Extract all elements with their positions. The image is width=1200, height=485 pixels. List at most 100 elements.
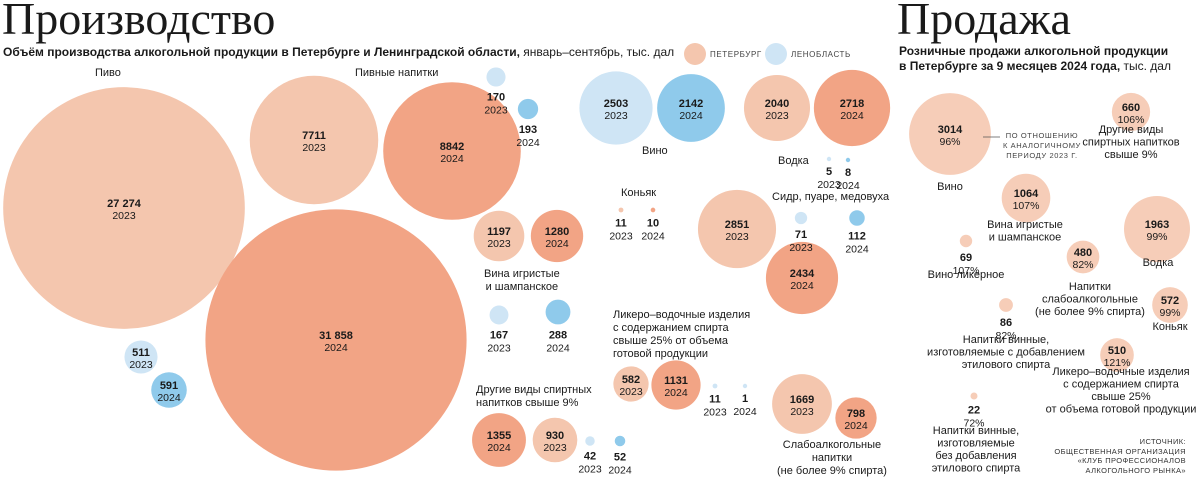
bubble-value-prod-12-2023: 582 xyxy=(622,374,640,386)
bubble-value-prod-0-2024: 31 858 xyxy=(319,330,353,342)
sales-label-5-0: Напитки xyxy=(1069,281,1111,293)
bubble-value-prod-16-2024: 798 xyxy=(847,408,865,420)
bubble-value-prod-15-2023: 42 xyxy=(584,451,596,463)
sales-label-2-1: и шампанское xyxy=(989,232,1062,244)
bubble-year-prod-9-2023: 2023 xyxy=(789,242,813,254)
bubble-value-prod-13-2024: 1 xyxy=(742,393,748,405)
bubble-year-prod-15-2024: 2024 xyxy=(608,464,632,476)
bubble-sales-7 xyxy=(999,298,1013,312)
sales-label-4-0: Вино ликерное xyxy=(928,269,1005,281)
sales-label-1-1: спиртных напитков xyxy=(1082,137,1179,149)
bubble-value-sales-1: 660 xyxy=(1122,102,1140,114)
bubble-year-prod-2-2024: 2024 xyxy=(440,153,464,165)
bubble-prod-6-2023 xyxy=(826,156,832,162)
bubble-pct-sales-9: 72% xyxy=(963,418,984,430)
bubble-prod-12-2023 xyxy=(613,366,649,402)
bubble-year-prod-12-2023: 2023 xyxy=(619,386,643,398)
sales-label-9-3: этилового спирта xyxy=(932,463,1021,475)
label-low-alc: Слабоалкогольные напитки (не более 9% сп… xyxy=(777,439,887,477)
bubble-sales-9 xyxy=(970,392,978,400)
sales-label-1-0: Другие виды xyxy=(1099,124,1164,136)
bubble-value-sales-4: 69 xyxy=(960,252,972,264)
bubble-prod-2-2023 xyxy=(249,75,379,205)
sales-subtitle-bold: Розничные продажи алкогольной продукции … xyxy=(899,44,1169,73)
bubble-value-prod-5-2024: 2718 xyxy=(840,98,864,110)
sales-subtitle-unit: тыс. дал xyxy=(1120,59,1171,73)
sales-subtitle: Розничные продажи алкогольной продукции … xyxy=(899,44,1171,74)
bubble-value-sales-7: 86 xyxy=(1000,317,1012,329)
production-subtitle-bold: Объём производства алкогольной продукции… xyxy=(3,45,520,59)
bubble-value-prod-11-2024: 288 xyxy=(549,329,567,341)
bubble-value-sales-6: 572 xyxy=(1161,295,1179,307)
bubble-value-prod-7-2024: 10 xyxy=(647,217,659,229)
label-other-spirits: Другие виды спиртных напитков свыше 9% xyxy=(476,384,592,409)
bubble-prod-3-2023 xyxy=(486,67,506,87)
production-subtitle: Объём производства алкогольной продукции… xyxy=(3,45,674,60)
bubble-prod-1-2024 xyxy=(151,372,187,408)
bubble-sales-2 xyxy=(1001,173,1051,223)
bubble-prod-10-2023 xyxy=(473,210,525,262)
bubble-year-prod-4-2024: 2024 xyxy=(679,110,703,122)
bubble-year-prod-11-2023: 2023 xyxy=(487,342,511,354)
bubble-prod-16-2023 xyxy=(772,374,832,434)
bubble-prod-12-2024 xyxy=(651,360,701,410)
bubble-prod-7-2023 xyxy=(618,207,624,213)
sales-label-8-2: свыше 25% xyxy=(1091,391,1150,403)
bubble-prod-4-2023 xyxy=(579,71,653,145)
sales-label-2-0: Вина игристые xyxy=(987,219,1063,231)
bubble-prod-14-2024 xyxy=(472,413,526,467)
bubble-value-prod-16-2023: 1669 xyxy=(790,394,814,406)
bubble-year-prod-1-2023: 2023 xyxy=(129,359,153,371)
bubble-year-prod-3-2023: 2023 xyxy=(484,105,508,117)
bubble-year-prod-8-2023: 2023 xyxy=(725,231,749,243)
bubble-prod-16-2024 xyxy=(835,397,877,439)
bubble-value-prod-2-2023: 7711 xyxy=(302,130,326,142)
sales-label-8-3: от объема готовой продукции xyxy=(1046,404,1197,416)
bubble-value-prod-9-2024: 112 xyxy=(848,231,866,243)
bubble-value-sales-2: 1064 xyxy=(1014,188,1039,200)
bubble-year-prod-1-2024: 2024 xyxy=(157,392,181,404)
bubble-pct-sales-3: 99% xyxy=(1146,231,1167,243)
sales-label-9-1: изготовляемые xyxy=(937,438,1015,450)
label-beer-drinks: Пивные напитки xyxy=(355,67,439,79)
bubble-prod-4-2024 xyxy=(657,74,725,142)
label-cider: Сидр, пуаре, медовуха xyxy=(772,191,890,203)
bubble-value-prod-0-2023: 27 274 xyxy=(107,198,142,210)
bubble-value-prod-4-2023: 2503 xyxy=(604,98,628,110)
bubble-prod-15-2023 xyxy=(585,436,595,446)
bubble-value-prod-10-2023: 1197 xyxy=(487,226,511,238)
bubble-value-prod-4-2024: 2142 xyxy=(679,98,703,110)
bubble-sales-3 xyxy=(1123,195,1191,263)
bubble-year-prod-0-2024: 2024 xyxy=(324,342,348,354)
bubble-year-prod-7-2024: 2024 xyxy=(641,230,665,242)
bubble-year-prod-3-2024: 2024 xyxy=(516,137,540,149)
bubble-year-prod-15-2023: 2023 xyxy=(578,464,602,476)
bubble-value-prod-14-2024: 1355 xyxy=(487,430,511,442)
bubble-value-sales-9: 22 xyxy=(968,405,980,417)
sales-note: ПО ОТНОШЕНИЮ К АНАЛОГИЧНОМУ ПЕРИОДУ 2023… xyxy=(1003,131,1081,160)
sales-label-9-0: Напитки винные, xyxy=(933,425,1019,437)
bubble-value-prod-8-2023: 2851 xyxy=(725,219,749,231)
bubble-prod-11-2023 xyxy=(489,305,509,325)
bubble-year-prod-0-2023: 2023 xyxy=(112,210,136,222)
bubble-pct-sales-0: 96% xyxy=(939,136,960,148)
bubble-prod-9-2023 xyxy=(794,211,808,225)
bubble-value-sales-5: 480 xyxy=(1074,247,1092,259)
bubble-year-prod-11-2024: 2024 xyxy=(546,342,570,354)
bubble-prod-8-2023 xyxy=(697,189,777,269)
bubble-prod-2-2024 xyxy=(383,82,521,220)
bubble-value-prod-3-2023: 170 xyxy=(487,92,505,104)
bubble-prod-5-2024 xyxy=(813,69,891,147)
bubble-prod-11-2024 xyxy=(545,299,571,325)
bubble-year-prod-16-2023: 2023 xyxy=(790,406,814,418)
bubble-year-prod-13-2023: 2023 xyxy=(703,406,727,418)
bubble-year-prod-7-2023: 2023 xyxy=(609,230,633,242)
bubble-year-prod-5-2023: 2023 xyxy=(765,110,789,122)
source-note: ИСТОЧНИК: ОБЩЕСТВЕННАЯ ОРГАНИЗАЦИЯ «КЛУБ… xyxy=(1054,437,1186,475)
bubble-year-prod-6-2023: 2023 xyxy=(817,179,841,191)
bubble-value-prod-3-2024: 193 xyxy=(519,124,537,136)
sales-title: Продажа xyxy=(897,0,1071,44)
bubble-prod-9-2024 xyxy=(849,210,865,226)
bubble-year-prod-14-2024: 2024 xyxy=(487,442,511,454)
